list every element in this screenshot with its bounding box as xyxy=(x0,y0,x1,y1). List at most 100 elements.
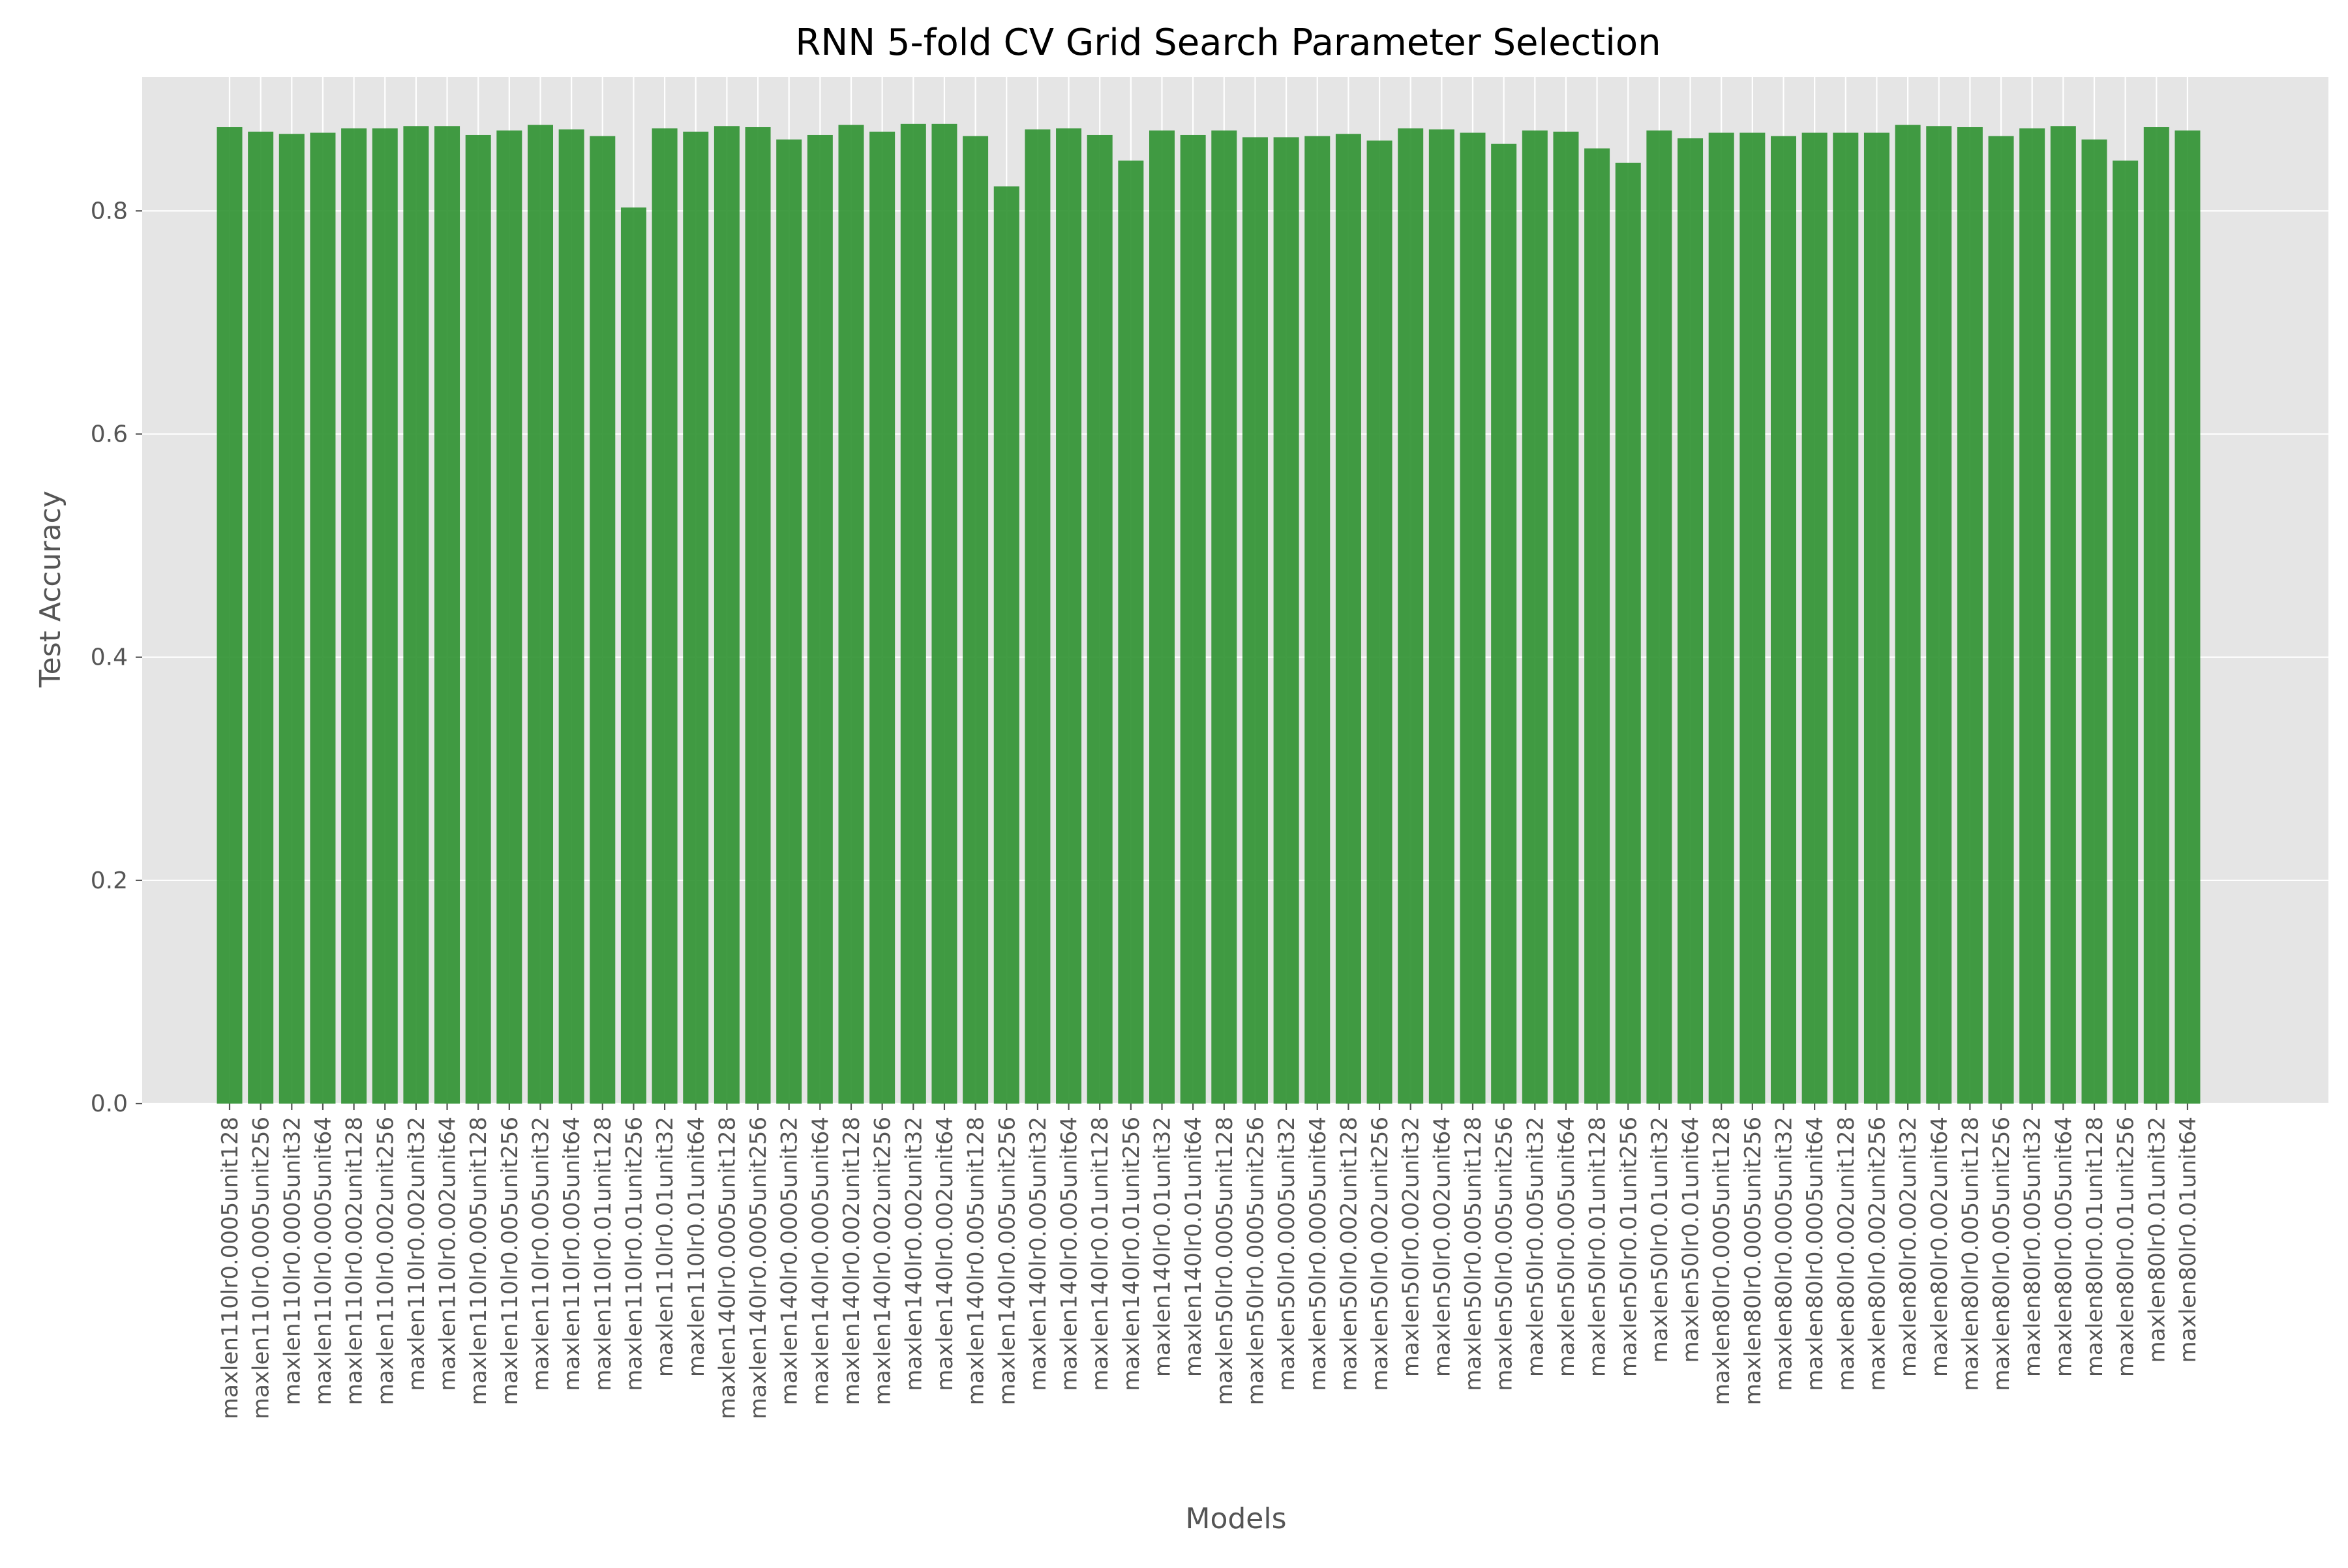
bar xyxy=(900,123,926,1104)
x-tick-label: maxlen50lr0.0005unit128 xyxy=(1212,1117,1238,1405)
bar xyxy=(1335,134,1361,1104)
bar xyxy=(1118,160,1144,1104)
bar xyxy=(465,134,491,1104)
x-tick-label: maxlen80lr0.01unit64 xyxy=(2175,1117,2201,1363)
x-tick-label: maxlen50lr0.002unit256 xyxy=(1367,1117,1393,1391)
x-tick-label: maxlen110lr0.002unit128 xyxy=(342,1117,368,1405)
x-tick-label: maxlen80lr0.005unit128 xyxy=(1957,1117,1983,1391)
bar xyxy=(1646,130,1672,1104)
bar xyxy=(1988,136,2014,1104)
x-tick-label: maxlen50lr0.005unit128 xyxy=(1460,1117,1486,1391)
x-tick-label: maxlen140lr0.005unit128 xyxy=(963,1117,989,1405)
bar xyxy=(1180,134,1206,1104)
bar xyxy=(1553,131,1579,1104)
bar xyxy=(372,128,398,1104)
y-tick-label: 0.6 xyxy=(91,421,128,447)
bar xyxy=(1863,132,1889,1104)
y-axis: 0.0 0.2 0.4 0.6 0.8 xyxy=(91,198,142,1117)
y-tick-label: 0.8 xyxy=(91,198,128,224)
x-tick-label: maxlen80lr0.002unit64 xyxy=(1927,1117,1953,1377)
bar xyxy=(1149,130,1175,1104)
x-tick-label: maxlen140lr0.01unit32 xyxy=(1150,1117,1176,1377)
x-tick-label: maxlen140lr0.0005unit128 xyxy=(714,1117,740,1419)
x-tick-label: maxlen80lr0.0005unit64 xyxy=(1802,1117,1828,1391)
bar xyxy=(1957,127,1983,1104)
bar xyxy=(1366,140,1392,1104)
x-tick-label: maxlen140lr0.005unit32 xyxy=(1025,1117,1051,1391)
x-tick-label: maxlen50lr0.005unit256 xyxy=(1492,1117,1518,1391)
x-tick-label: maxlen50lr0.005unit32 xyxy=(1522,1117,1548,1377)
x-tick-label: maxlen140lr0.01unit128 xyxy=(1087,1117,1113,1391)
x-tick-label: maxlen110lr0.01unit256 xyxy=(621,1117,647,1391)
x-tick-label: maxlen110lr0.002unit32 xyxy=(404,1117,430,1391)
bar xyxy=(963,136,989,1104)
bar xyxy=(2050,126,2076,1104)
bar xyxy=(403,126,429,1104)
x-tick-label: maxlen80lr0.01unit32 xyxy=(2144,1117,2170,1363)
x-tick-label: maxlen80lr0.0005unit128 xyxy=(1709,1117,1735,1405)
x-tick-label: maxlen110lr0.005unit256 xyxy=(497,1117,523,1405)
bar xyxy=(1584,148,1610,1104)
bar xyxy=(1273,137,1299,1104)
x-tick-label: maxlen140lr0.01unit256 xyxy=(1119,1117,1145,1391)
x-tick-label: maxlen140lr0.002unit256 xyxy=(870,1117,896,1405)
x-tick-label: maxlen80lr0.002unit256 xyxy=(1864,1117,1890,1391)
bar xyxy=(1491,143,1517,1104)
bar xyxy=(248,131,274,1104)
bar xyxy=(1739,132,1766,1104)
bar xyxy=(310,132,336,1104)
x-tick-label: maxlen140lr0.0005unit64 xyxy=(807,1117,834,1405)
x-tick-label: maxlen50lr0.01unit128 xyxy=(1585,1117,1611,1377)
x-tick-label: maxlen80lr0.002unit128 xyxy=(1833,1117,1859,1391)
bar xyxy=(1428,129,1454,1104)
x-tick-label: maxlen110lr0.0005unit64 xyxy=(310,1117,337,1405)
x-tick-label: maxlen110lr0.002unit256 xyxy=(372,1117,399,1405)
x-tick-label: maxlen110lr0.005unit128 xyxy=(466,1117,492,1405)
x-tick-label: maxlen80lr0.005unit64 xyxy=(2051,1117,2077,1377)
x-tick-label: maxlen50lr0.01unit32 xyxy=(1647,1117,1673,1363)
bar xyxy=(1615,162,1641,1104)
x-tick-label: maxlen140lr0.0005unit32 xyxy=(777,1117,803,1405)
bar xyxy=(714,126,740,1104)
bar xyxy=(1398,128,1424,1104)
x-tick-label: maxlen110lr0.005unit64 xyxy=(559,1117,585,1391)
bar xyxy=(838,125,864,1104)
x-tick-label: maxlen110lr0.01unit32 xyxy=(652,1117,678,1377)
x-tick-label: maxlen50lr0.002unit64 xyxy=(1429,1117,1455,1377)
x-tick-label: maxlen80lr0.0005unit32 xyxy=(1771,1117,1798,1391)
x-tick-label: maxlen80lr0.005unit32 xyxy=(2020,1117,2046,1377)
x-tick-label: maxlen110lr0.002unit64 xyxy=(435,1117,461,1391)
x-tick-label: maxlen140lr0.002unit128 xyxy=(839,1117,865,1405)
bar xyxy=(1678,138,1704,1104)
x-tick-label: maxlen140lr0.005unit64 xyxy=(1057,1117,1083,1391)
x-tick-label: maxlen110lr0.0005unit256 xyxy=(248,1117,275,1419)
bar xyxy=(528,125,553,1104)
x-tick-label: maxlen50lr0.002unit32 xyxy=(1398,1117,1424,1377)
y-axis-label: Test Accuracy xyxy=(34,490,67,688)
bar xyxy=(993,186,1019,1104)
bar xyxy=(1833,132,1859,1104)
bar xyxy=(1242,137,1268,1104)
bar xyxy=(745,127,771,1104)
bar xyxy=(1895,125,1921,1104)
x-tick-label: maxlen50lr0.005unit64 xyxy=(1554,1117,1580,1377)
bar xyxy=(683,131,709,1104)
bar xyxy=(1708,132,1734,1104)
x-tick-label: maxlen110lr0.01unit128 xyxy=(590,1117,616,1391)
bar xyxy=(2113,160,2139,1104)
y-tick-label: 0.4 xyxy=(91,644,128,671)
x-tick-label: maxlen80lr0.0005unit256 xyxy=(1740,1117,1766,1405)
bar xyxy=(776,139,802,1104)
bar xyxy=(278,134,305,1104)
x-tick-label: maxlen80lr0.005unit256 xyxy=(1989,1117,2015,1391)
x-tick-label: maxlen140lr0.0005unit256 xyxy=(745,1117,772,1419)
bar xyxy=(1926,126,1952,1104)
bar xyxy=(1056,128,1082,1104)
x-tick-label: maxlen50lr0.0005unit32 xyxy=(1274,1117,1300,1391)
bar xyxy=(341,128,367,1104)
y-tick-label: 0.2 xyxy=(91,867,128,894)
x-tick-label: maxlen140lr0.005unit256 xyxy=(994,1117,1020,1405)
x-tick-label: maxlen50lr0.0005unit256 xyxy=(1242,1117,1269,1405)
